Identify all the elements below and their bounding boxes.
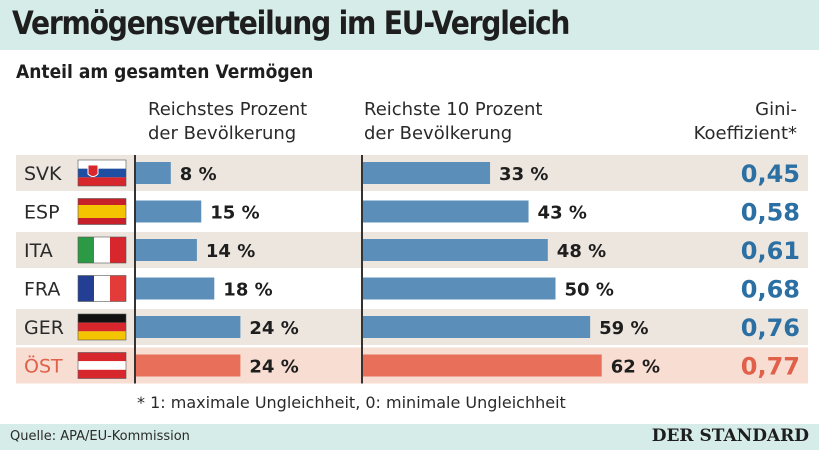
flag-border: [77, 198, 127, 225]
footnote: * 1: maximale Ungleichheit, 0: minimale …: [137, 393, 566, 412]
bar-top1: [136, 200, 202, 223]
flag-border: [77, 275, 127, 302]
bar-label-top10: 43 %: [538, 203, 587, 224]
country-label: SVK: [24, 163, 62, 185]
gini-value: 0,77: [741, 353, 800, 381]
footer-bar: [0, 424, 819, 450]
bar-label-top1: 14 %: [206, 241, 255, 262]
flag-border: [77, 236, 127, 264]
flag-icon: [77, 352, 127, 379]
flag-stripe: [78, 205, 126, 212]
column-header-top1-line1: Reichstes Prozent: [148, 99, 308, 120]
column-header-top1: Reichstes Prozent der Bevölkerung: [148, 98, 307, 146]
bar-top1: [136, 354, 241, 377]
brand-logo: DER STANDARD: [651, 426, 809, 446]
bar-label-top1: 24 %: [249, 357, 298, 378]
flag-stripe: [78, 177, 126, 186]
bar-top10: [363, 200, 529, 223]
column-header-top10-line1: Reichste 10 Prozent: [364, 99, 543, 120]
bar-top1: [136, 277, 215, 300]
flag-stripe: [78, 237, 94, 263]
bar-top10: [363, 316, 591, 338]
bar-label-top1: 8 %: [180, 164, 217, 185]
bar-label-top1: 24 %: [249, 318, 298, 339]
flag-stripe: [110, 237, 126, 263]
bar-top1: [136, 316, 241, 338]
column-header-gini-line2: Koeffizient*: [693, 123, 797, 144]
flag-icon: [77, 275, 127, 302]
flag-stripe: [78, 352, 126, 362]
flag-stripe: [78, 160, 126, 169]
flag-icon: [77, 236, 127, 264]
bar-label-top1: 18 %: [223, 280, 272, 301]
country-label: ITA: [24, 240, 53, 262]
flag-stripe: [94, 275, 110, 302]
bar-top10: [363, 162, 491, 184]
bar-top1: [136, 239, 197, 261]
flag-stripe: [78, 369, 126, 379]
bar-top10: [363, 354, 602, 377]
flag-stripe: [110, 275, 126, 302]
gini-value: 0,58: [741, 199, 800, 227]
flag-stripe: [78, 211, 126, 218]
chart-title: Vermögensverteilung im EU-Vergleich: [12, 4, 570, 42]
column-header-gini-line1: Gini-: [755, 99, 797, 120]
flag-icon: [77, 198, 127, 225]
flag-border: [77, 313, 127, 341]
flag-icon: [77, 159, 127, 187]
flag-emblem: [87, 164, 99, 177]
flag-border: [77, 352, 127, 379]
flag-stripe: [78, 314, 126, 323]
flag-stripe: [78, 198, 126, 205]
flag-stripe: [78, 361, 126, 370]
column-header-top10: Reichste 10 Prozent der Bevölkerung: [364, 98, 542, 146]
column-header-gini: Gini- Koeffizient*: [694, 98, 797, 146]
flag-stripe: [78, 168, 126, 178]
country-label: ÖST: [24, 355, 63, 378]
gini-value: 0,61: [741, 237, 800, 265]
source-credit: Quelle: APA/EU-Kommission: [10, 429, 190, 444]
flag-stripe: [94, 237, 110, 263]
bar-top1: [136, 162, 171, 184]
flag-stripe: [78, 218, 126, 225]
gini-value: 0,68: [741, 276, 800, 304]
country-label: GER: [24, 317, 64, 339]
gini-value: 0,45: [741, 160, 800, 188]
column-header-top10-line2: der Bevölkerung: [364, 123, 513, 144]
bar-label-top10: 50 %: [565, 280, 614, 301]
country-label: ESP: [24, 202, 60, 224]
bar-label-top10: 48 %: [557, 241, 606, 262]
title-bar: [0, 0, 819, 50]
flag-stripe: [78, 322, 126, 332]
bar-label-top10: 33 %: [499, 164, 548, 185]
bar-label-top1: 15 %: [210, 203, 259, 224]
column-header-top1-line2: der Bevölkerung: [148, 123, 297, 144]
flag-stripe: [78, 331, 126, 340]
flag-border: [77, 159, 127, 187]
chart-subtitle: Anteil am gesamten Vermögen: [16, 61, 314, 83]
bar-label-top10: 62 %: [611, 357, 660, 378]
flag-stripe: [78, 275, 94, 302]
bar-label-top10: 59 %: [599, 318, 648, 339]
gini-value: 0,76: [741, 314, 800, 342]
bar-top10: [363, 277, 556, 300]
bar-top10: [363, 239, 548, 261]
flag-icon: [77, 313, 127, 341]
country-label: FRA: [24, 279, 60, 301]
